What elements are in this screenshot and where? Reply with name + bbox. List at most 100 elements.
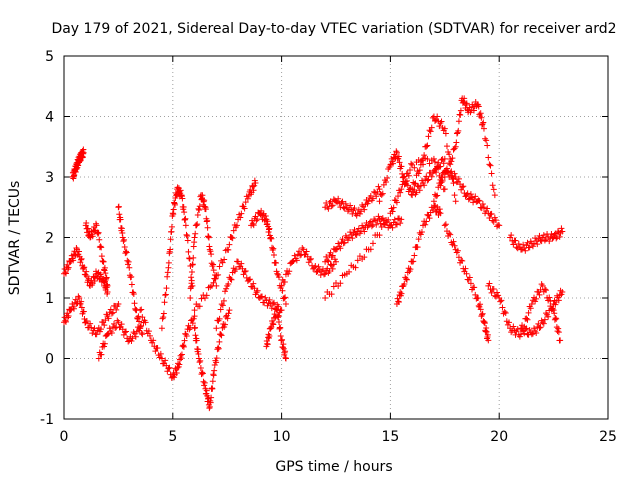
data-point (206, 403, 213, 410)
data-point (452, 174, 459, 180)
data-point (434, 113, 441, 120)
data-point (183, 332, 190, 339)
data-point (120, 331, 127, 338)
data-point (249, 183, 256, 190)
data-point (490, 286, 497, 293)
data-point (262, 212, 269, 219)
data-point (297, 252, 304, 259)
data-point (525, 309, 532, 316)
data-point (467, 280, 474, 287)
series-arc7 (137, 306, 198, 381)
data-point (266, 296, 273, 303)
data-point (344, 237, 351, 244)
data-point (455, 175, 462, 182)
data-point (218, 301, 225, 308)
data-point (120, 238, 127, 245)
data-point (423, 218, 430, 225)
data-point (391, 216, 398, 223)
data-point (228, 276, 235, 283)
data-point (450, 238, 457, 245)
data-point (486, 280, 493, 287)
data-point (220, 297, 227, 304)
y-tick-label: -1 (40, 412, 54, 428)
data-point (541, 237, 548, 244)
data-point (536, 232, 543, 239)
data-point (335, 195, 342, 202)
data-point (437, 163, 444, 170)
data-point (190, 315, 197, 322)
data-point (282, 348, 289, 355)
data-point (396, 159, 403, 166)
data-point (528, 331, 535, 338)
data-point (72, 296, 79, 303)
data-point (342, 200, 349, 207)
data-point (369, 195, 376, 202)
data-point (208, 260, 215, 267)
data-point (433, 193, 440, 200)
data-point (373, 221, 380, 228)
data-point (389, 208, 396, 215)
data-point (398, 163, 405, 170)
data-point (240, 271, 247, 278)
data-point (180, 204, 187, 211)
data-point (494, 289, 501, 296)
data-point (395, 298, 402, 305)
data-point (424, 211, 431, 218)
data-point (451, 170, 458, 177)
series-arc8 (158, 184, 196, 332)
data-point (108, 329, 115, 336)
data-point (448, 158, 455, 165)
data-point (208, 394, 215, 401)
data-point (425, 176, 432, 183)
data-point (538, 238, 545, 245)
data-point (492, 217, 499, 224)
data-point (281, 295, 288, 302)
data-point (137, 323, 144, 330)
data-point (451, 192, 458, 199)
data-point (123, 328, 130, 335)
data-point (268, 305, 275, 312)
data-point (251, 285, 258, 292)
data-point (415, 170, 422, 177)
data-point (499, 304, 506, 311)
data-point (379, 190, 386, 197)
data-point (555, 329, 562, 336)
data-point (515, 241, 522, 248)
data-point (442, 221, 449, 228)
data-point (527, 305, 534, 312)
data-point (397, 289, 404, 296)
data-point (191, 313, 198, 320)
data-point (397, 220, 404, 227)
data-point (101, 340, 108, 347)
data-point (289, 258, 296, 265)
data-point (305, 259, 312, 266)
data-point (432, 158, 439, 165)
data-point (491, 192, 498, 199)
data-point (161, 299, 168, 306)
data-point (361, 228, 368, 235)
data-point (390, 204, 397, 211)
series-arc18 (322, 155, 448, 301)
data-point (483, 328, 490, 335)
data-point (190, 254, 197, 261)
data-point (189, 261, 196, 268)
data-point (426, 215, 433, 222)
data-point (282, 355, 289, 362)
data-point (524, 316, 531, 323)
x-tick-label: 5 (168, 429, 177, 445)
data-point (181, 209, 188, 216)
data-point (461, 95, 468, 102)
data-point (437, 119, 444, 126)
data-point (150, 337, 157, 344)
data-point (199, 369, 206, 376)
data-point (213, 325, 220, 332)
data-point (204, 224, 211, 231)
data-point (216, 263, 223, 270)
data-point (280, 345, 287, 352)
data-point (162, 291, 169, 298)
data-point (113, 306, 120, 313)
data-point (427, 128, 434, 135)
data-point (254, 287, 261, 294)
data-point (361, 206, 368, 213)
data-point (306, 256, 313, 263)
